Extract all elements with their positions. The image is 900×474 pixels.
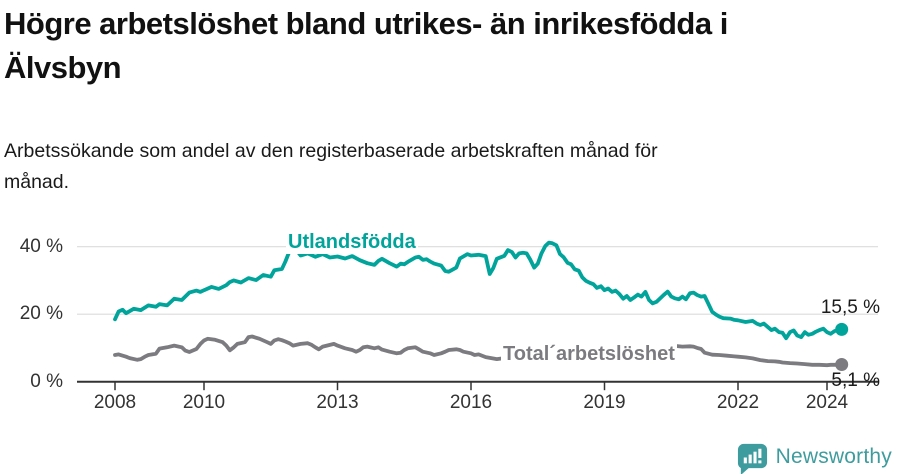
y-axis-tick-label: 40 % <box>19 235 63 257</box>
end-value-label-total-arbetsloshet: 5,1 % <box>831 370 880 391</box>
y-axis-tick-label: 0 % <box>30 370 63 392</box>
newsworthy-footer: Newsworthy <box>736 440 892 474</box>
x-axis-tick-label: 2022 <box>716 392 760 413</box>
series-label-total-arbetsloshet: Total´arbetslöshet <box>501 343 677 366</box>
series-label-utlandsfodda: Utlandsfödda <box>286 231 418 254</box>
newsworthy-logo-icon <box>737 443 767 474</box>
x-axis-tick-label: 2016 <box>449 392 493 413</box>
x-axis-tick-label: 2008 <box>93 392 137 413</box>
y-axis-tick-label: 20 % <box>19 303 63 325</box>
series-end-dot <box>835 322 849 336</box>
brand-name: Newsworthy <box>775 445 892 468</box>
page-title: Högre arbetslöshet bland utrikes- än inr… <box>4 6 728 85</box>
x-axis-tick-label: 2013 <box>316 392 359 413</box>
x-axis-tick-label: 2019 <box>583 392 626 413</box>
x-axis-tick-label: 2024 <box>805 392 849 413</box>
series-end-dot <box>835 357 849 371</box>
series-line-utlandsf-dda <box>113 240 844 341</box>
series-line-total-arbetsl-shet <box>113 334 844 368</box>
end-value-label-utlandsfodda: 15,5 % <box>820 297 880 318</box>
line-chart-plot <box>77 240 878 391</box>
page-subtitle: Arbetssökande som andel av den registerb… <box>4 140 658 193</box>
x-axis-tick-label: 2010 <box>182 392 226 413</box>
